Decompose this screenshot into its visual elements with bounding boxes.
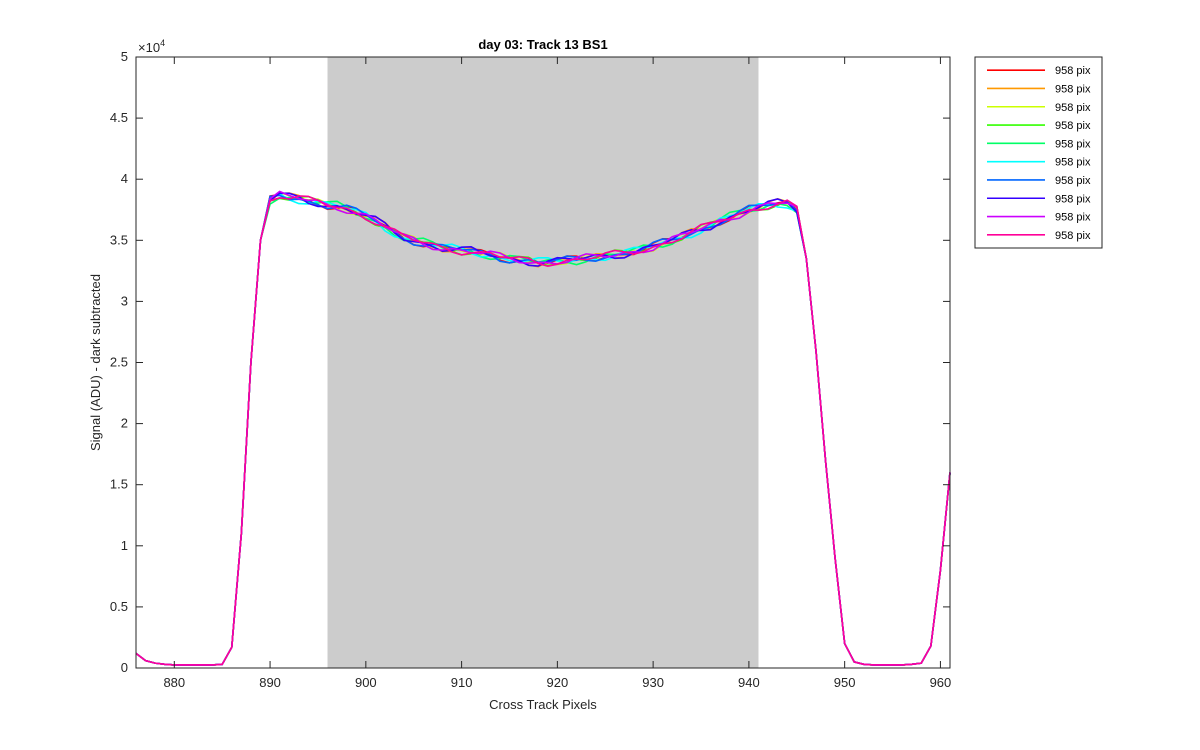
x-tick-label: 950 bbox=[834, 675, 856, 690]
series-layer bbox=[135, 190, 951, 666]
x-tick-label: 930 bbox=[642, 675, 664, 690]
legend-entry-10: 958 pix bbox=[1055, 230, 1091, 242]
y-tick-label: 4 bbox=[121, 171, 128, 186]
y-exponent-label: ×104 bbox=[138, 38, 165, 55]
x-tick-label: 920 bbox=[547, 675, 569, 690]
legend-entry-8: 958 pix bbox=[1055, 193, 1091, 205]
y-axis: 0 0.5 1 1.5 2 2.5 3 3.5 4 4.5 5 bbox=[110, 49, 950, 675]
y-tick-label: 5 bbox=[121, 49, 128, 64]
legend-entry-6: 958 pix bbox=[1055, 157, 1091, 169]
legend-entry-5: 958 pix bbox=[1055, 138, 1091, 150]
y-tick-label: 1 bbox=[121, 538, 128, 553]
x-tick-label: 960 bbox=[930, 675, 952, 690]
legend-entry-9: 958 pix bbox=[1055, 212, 1091, 224]
legend-entry-2: 958 pix bbox=[1055, 83, 1091, 95]
y-tick-label: 3 bbox=[121, 293, 128, 308]
y-exponent-power: 4 bbox=[160, 38, 165, 48]
legend-entry-3: 958 pix bbox=[1055, 102, 1091, 114]
chart-title: day 03: Track 13 BS1 bbox=[478, 37, 607, 52]
legend-entry-4: 958 pix bbox=[1055, 120, 1091, 132]
x-tick-label: 880 bbox=[163, 675, 185, 690]
y-tick-label: 0.5 bbox=[110, 599, 128, 614]
y-tick-label: 0 bbox=[121, 660, 128, 675]
y-tick-label: 4.5 bbox=[110, 110, 128, 125]
y-tick-label: 1.5 bbox=[110, 477, 128, 492]
y-tick-label: 3.5 bbox=[110, 232, 128, 247]
x-tick-label: 910 bbox=[451, 675, 473, 690]
series-line-10 bbox=[135, 195, 951, 666]
legend-entry-1: 958 pix bbox=[1055, 65, 1091, 77]
x-axis: 880 890 900 910 920 930 940 950 960 bbox=[163, 57, 951, 690]
y-axis-label: Signal (ADU) - dark subtracted bbox=[88, 274, 103, 451]
shaded-region bbox=[327, 57, 759, 668]
x-axis-label: Cross Track Pixels bbox=[489, 697, 597, 712]
x-tick-label: 940 bbox=[738, 675, 760, 690]
legend: 958 pix 958 pix 958 pix 958 pix 958 pix 958 p… bbox=[974, 56, 1103, 249]
x-tick-label: 900 bbox=[355, 675, 377, 690]
x-tick-label: 890 bbox=[259, 675, 281, 690]
legend-entry-7: 958 pix bbox=[1055, 175, 1091, 187]
y-tick-label: 2.5 bbox=[110, 355, 128, 370]
y-tick-label: 2 bbox=[121, 416, 128, 431]
y-exponent-base: ×10 bbox=[138, 40, 160, 55]
